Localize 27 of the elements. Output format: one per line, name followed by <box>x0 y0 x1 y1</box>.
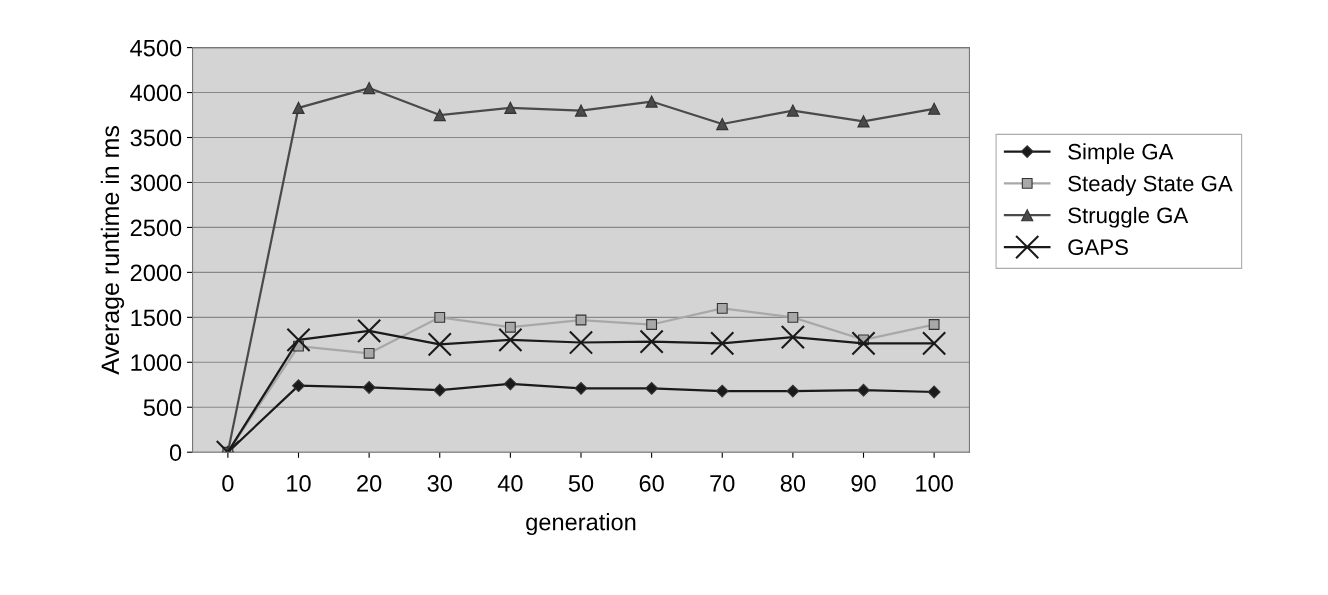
x-tick-label: 90 <box>851 475 876 492</box>
y-axis-title: Average runtime in ms <box>100 125 125 375</box>
y-tick-label: 500 <box>143 399 182 417</box>
y-tick-label: 2500 <box>130 219 182 237</box>
x-tick-label: 30 <box>427 475 452 492</box>
y-tick-label: 4000 <box>130 84 182 102</box>
legend-label: Struggle GA <box>1068 206 1189 228</box>
x-tick-label: 0 <box>222 475 234 492</box>
x-tick-label: 10 <box>287 475 311 492</box>
y-tick-label: 3500 <box>130 129 182 147</box>
x-tick-label: 60 <box>639 475 664 492</box>
y-tick-label: 4500 <box>130 39 182 57</box>
legend-label: Simple GA <box>1068 143 1174 164</box>
x-tick-label: 40 <box>497 475 523 492</box>
x-axis-title: generation <box>526 513 636 536</box>
y-tick-label: 0 <box>169 444 182 461</box>
x-tick-label: 20 <box>357 475 382 492</box>
x-tick-label: 80 <box>780 475 806 492</box>
x-tick-label: 50 <box>568 475 594 492</box>
x-tick-label: 70 <box>710 475 735 492</box>
y-tick-label: 1000 <box>131 354 182 372</box>
y-tick-label: 1500 <box>131 309 182 327</box>
x-tick-label: 100 <box>916 475 953 492</box>
y-tick-label: 3000 <box>130 174 182 192</box>
legend-label: GAPS <box>1068 239 1128 256</box>
y-tick-label: 2000 <box>130 264 182 282</box>
legend-label: Steady State GA <box>1068 175 1233 196</box>
